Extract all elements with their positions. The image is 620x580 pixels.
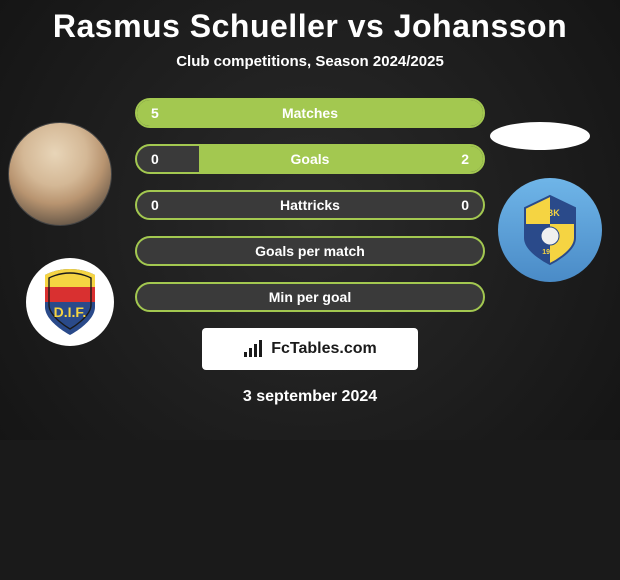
svg-text:1914: 1914 <box>542 249 558 256</box>
stat-bar: Goals per match <box>135 236 485 266</box>
stat-bar: 0 0 Hattricks <box>135 190 485 220</box>
stat-bars-container: 5 Matches 0 2 Goals 0 0 Hattricks Goals per matc… <box>135 98 485 312</box>
comparison-card: Rasmus Schueller vs Johansson Club compe… <box>0 0 620 440</box>
club-badge-left: D.I.F. <box>26 258 114 346</box>
subtitle: Club competitions, Season 2024/2025 <box>0 53 620 70</box>
dif-shield-icon: D.I.F. <box>40 267 100 337</box>
logo-text: FcTables.com <box>271 340 377 358</box>
stat-label: Goals <box>291 151 330 167</box>
club-badge-right: HBK 1914 <box>498 178 602 282</box>
stat-value-left: 0 <box>151 197 159 213</box>
player-left-avatar <box>8 122 112 226</box>
stat-value-right: 0 <box>461 197 469 213</box>
stat-bar: 5 Matches <box>135 98 485 128</box>
stat-bar: 0 2 Goals <box>135 144 485 174</box>
hbk-shield-icon: HBK 1914 <box>520 194 580 266</box>
stat-value-left: 5 <box>151 105 159 121</box>
stat-label: Hattricks <box>280 197 340 213</box>
date-label: 3 september 2024 <box>0 388 620 406</box>
stat-label: Matches <box>282 105 338 121</box>
svg-text:D.I.F.: D.I.F. <box>54 304 87 320</box>
stat-bar: Min per goal <box>135 282 485 312</box>
page-title: Rasmus Schueller vs Johansson <box>0 8 620 45</box>
stat-label: Goals per match <box>255 243 365 259</box>
stat-fill-right <box>199 146 483 172</box>
stat-value-left: 0 <box>151 151 159 167</box>
stat-value-right: 2 <box>461 151 469 167</box>
player-right-avatar <box>490 122 590 150</box>
bars-icon <box>243 340 265 358</box>
fctables-logo: FcTables.com <box>202 328 418 370</box>
svg-text:HBK: HBK <box>540 208 560 218</box>
stat-label: Min per goal <box>269 289 351 305</box>
